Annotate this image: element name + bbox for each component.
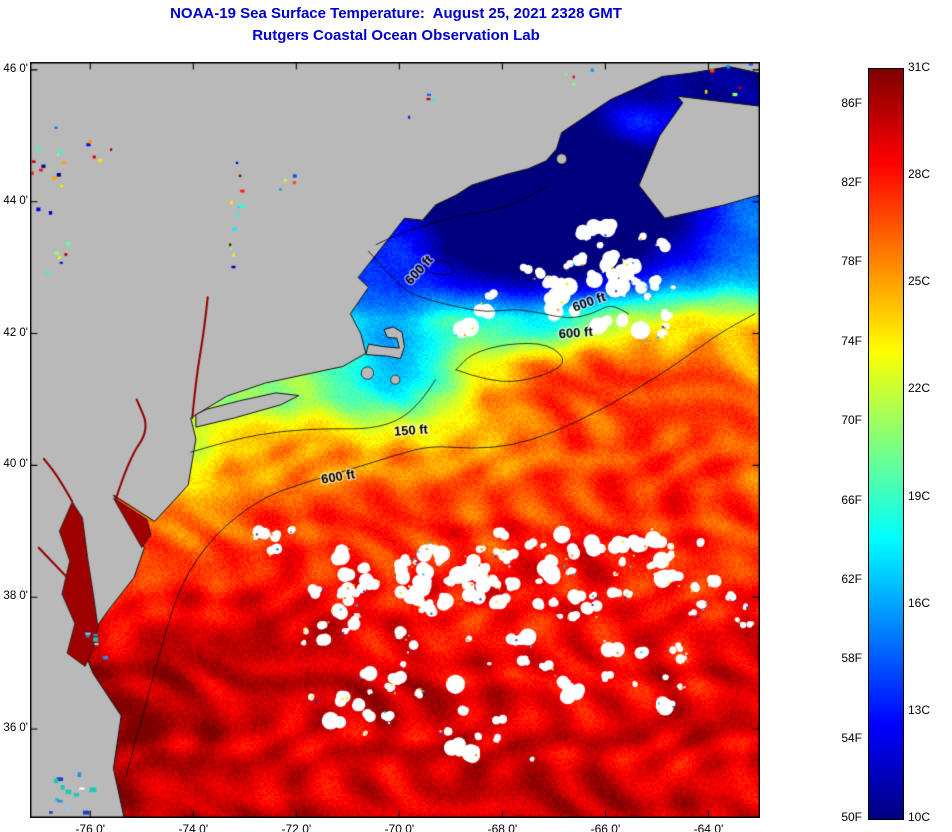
colorbar-f-label: 50F bbox=[841, 810, 862, 824]
colorbar-c-label: 13C bbox=[908, 702, 931, 717]
colorbar-f-label: 82F bbox=[841, 175, 862, 189]
colorbar-c-label: 22C bbox=[908, 381, 931, 396]
colorbar-f-label: 78F bbox=[841, 254, 862, 269]
colorbar-f-label: 66F bbox=[841, 492, 862, 507]
y-tick-label: 38 0' bbox=[3, 590, 28, 603]
x-tick-label: -68 0' bbox=[487, 822, 518, 832]
colorbar-f-label: 74F bbox=[841, 333, 862, 348]
colorbar-f-label: 86F bbox=[841, 95, 862, 110]
x-tick-label: -70 0' bbox=[384, 822, 415, 832]
x-tick-label: -76 0' bbox=[75, 822, 106, 832]
colorbar-f-label: 70F bbox=[841, 413, 862, 428]
y-tick-label: 46 0' bbox=[3, 62, 28, 75]
colorbar-f-label: 62F bbox=[841, 571, 862, 586]
sst-map bbox=[30, 62, 760, 818]
colorbar-c-label: 10C bbox=[908, 810, 931, 824]
colorbar-c-label: 19C bbox=[908, 488, 931, 503]
colorbar-c-label: 28C bbox=[908, 167, 931, 182]
colorbar-f-label: 54F bbox=[841, 730, 862, 745]
colorbar-gradient bbox=[868, 68, 904, 820]
figure-subtitle: Rutgers Coastal Ocean Observation Lab bbox=[252, 27, 540, 44]
colorbar-c-label: 31C bbox=[908, 60, 931, 74]
colorbar-f-label: 58F bbox=[841, 651, 862, 666]
y-tick-label: 42 0' bbox=[3, 326, 28, 339]
x-tick-label: -66 0' bbox=[590, 822, 621, 832]
x-tick-label: -72 0' bbox=[281, 822, 312, 832]
y-tick-label: 40 0' bbox=[3, 458, 28, 471]
colorbar-c-label: 25C bbox=[908, 274, 931, 289]
colorbar-c-label: 16C bbox=[908, 595, 931, 610]
x-tick-label: -64 0' bbox=[693, 822, 724, 832]
figure-title: NOAA-19 Sea Surface Temperature: August … bbox=[170, 5, 622, 22]
y-tick-label: 36 0' bbox=[3, 722, 28, 735]
y-tick-label: 44 0' bbox=[3, 194, 28, 207]
x-tick-label: -74 0' bbox=[178, 822, 209, 832]
